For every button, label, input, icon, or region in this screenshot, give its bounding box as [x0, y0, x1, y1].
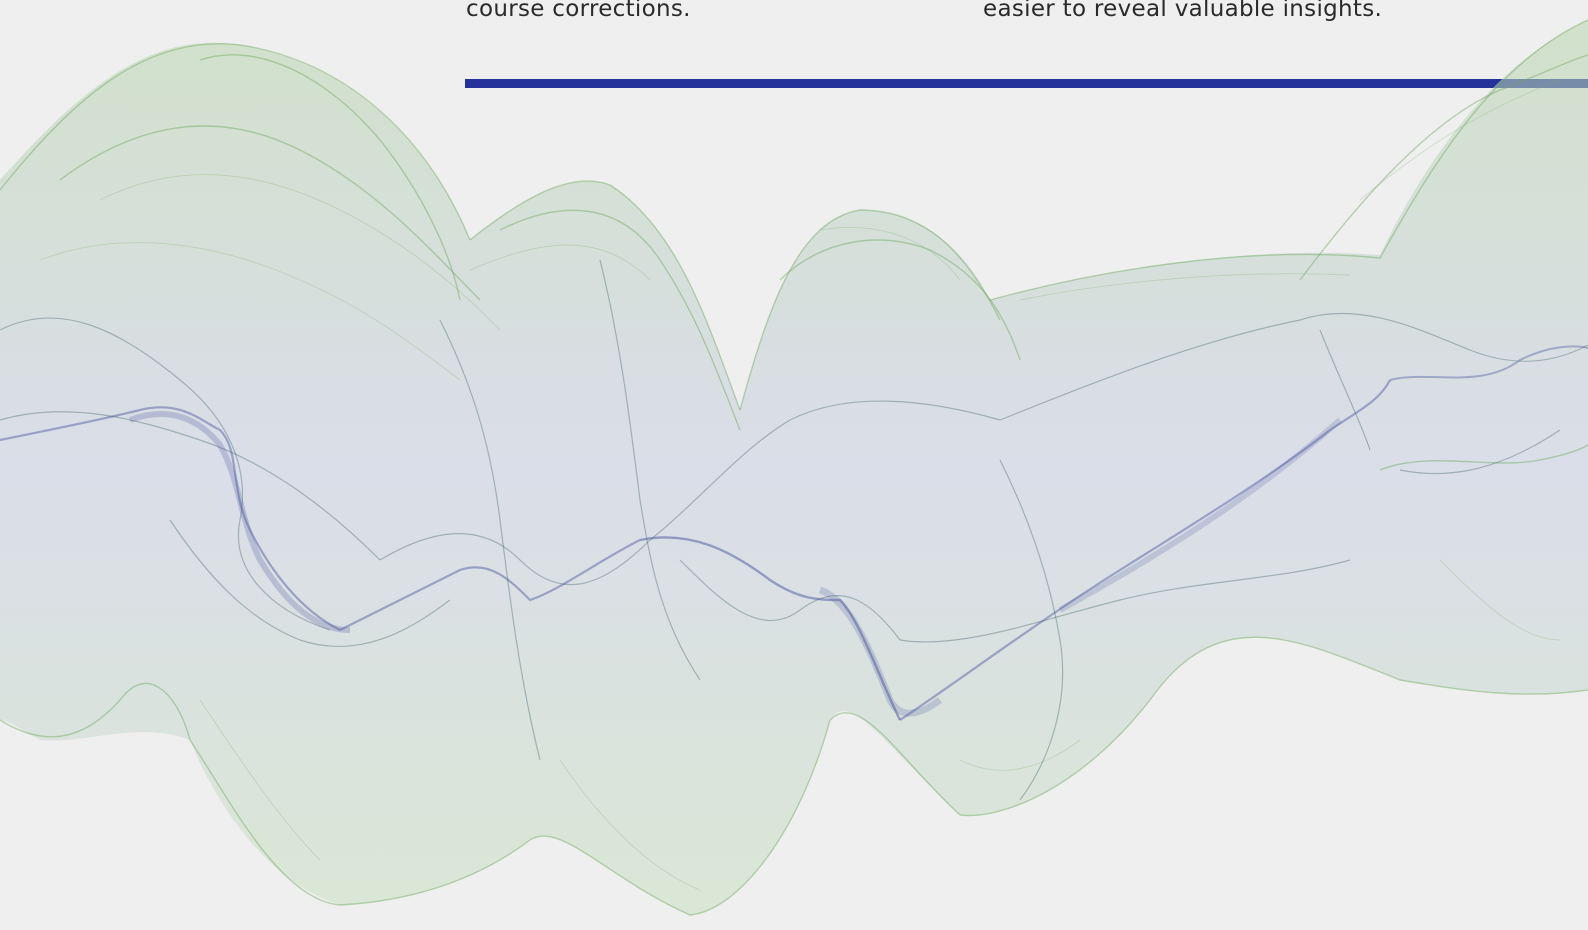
section-divider	[465, 79, 1588, 88]
ribbon-strands-dark	[0, 259, 1588, 801]
ribbon-core-blue	[0, 345, 1588, 721]
ribbon-veils	[0, 20, 1588, 915]
paragraph-tail-right: easier to reveal valuable insights.	[983, 0, 1383, 22]
ribbon-strands-fine	[39, 79, 1561, 891]
paragraph-tail-left: course corrections.	[466, 0, 691, 22]
ribbon-outlines-green	[0, 19, 1588, 916]
